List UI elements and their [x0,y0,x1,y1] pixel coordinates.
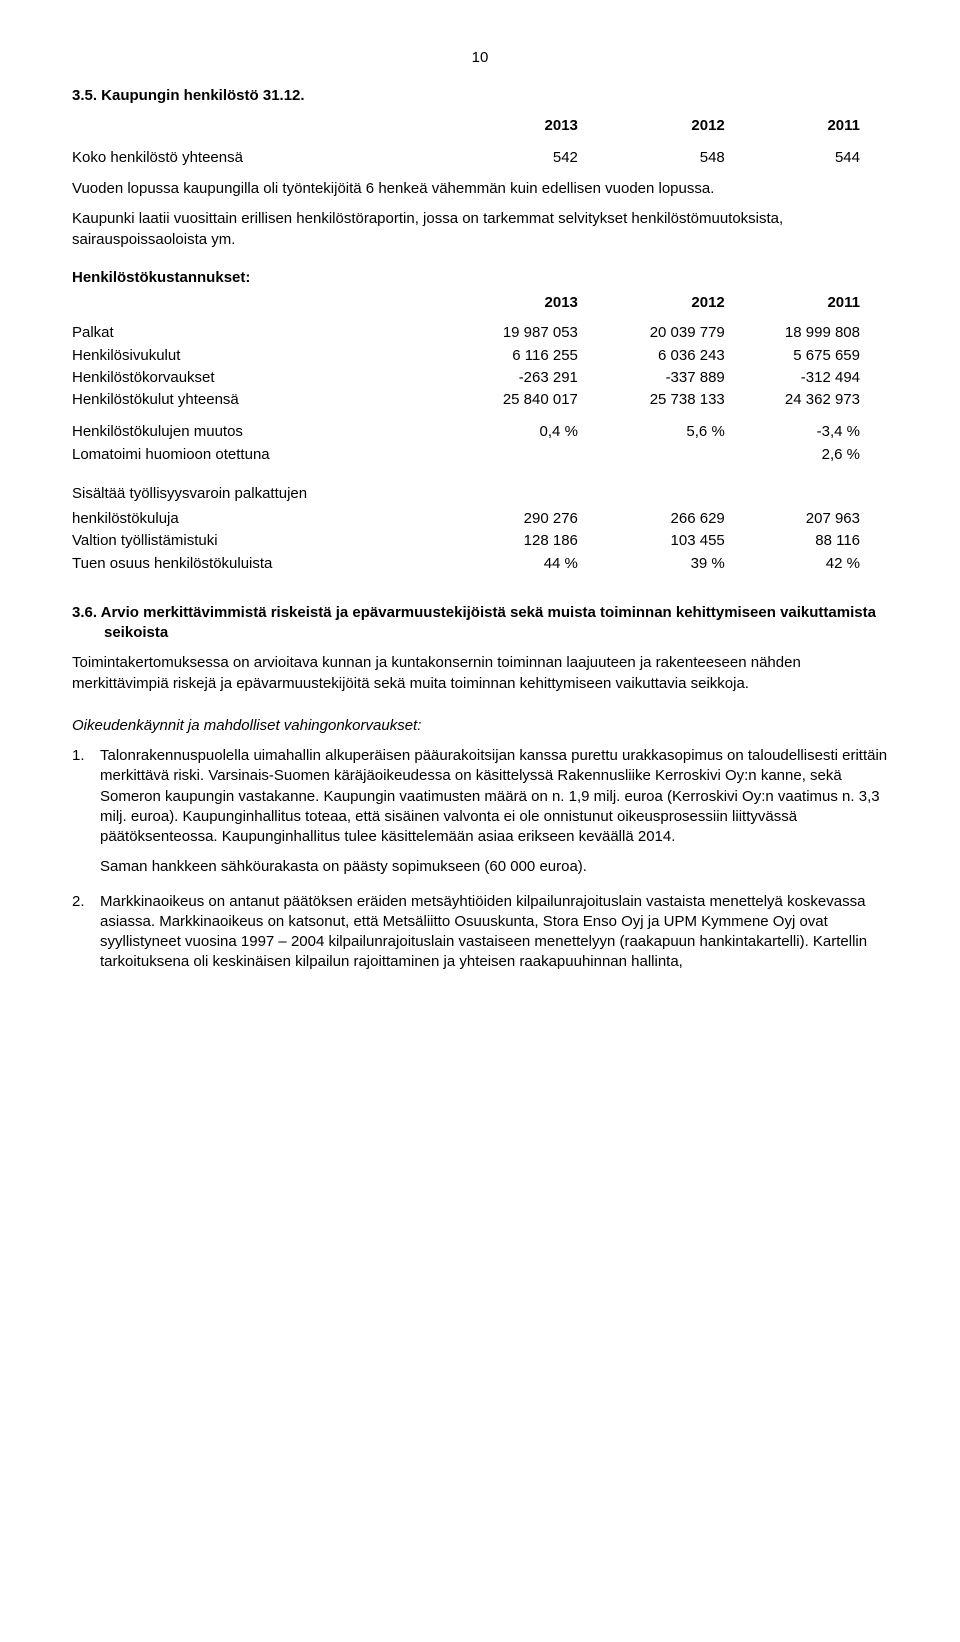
list-item: Markkinaoikeus on antanut päätöksen eräi… [72,892,888,973]
cell: 5 675 659 [725,345,888,367]
cell: -3,4 % [725,421,888,443]
table-row [72,411,888,421]
table-row: Henkilöstökulut yhteensä 25 840 017 25 7… [72,389,888,411]
paragraph: Saman hankkeen sähköurakasta on päästy s… [100,857,888,877]
paragraph: Markkinaoikeus on antanut päätöksen eräi… [100,892,888,973]
cell: 42 % [725,553,888,575]
cell: -263 291 [431,367,578,389]
table-row: 2013 2012 2011 [72,292,888,314]
row-label: Lomatoimi huomioon otettuna [72,444,431,466]
table-row: Henkilösivukulut 6 116 255 6 036 243 5 6… [72,345,888,367]
cell: 544 [725,147,888,169]
cell: 25 840 017 [431,389,578,411]
costs-table: 2013 2012 2011 Palkat 19 987 053 20 039 … [72,292,888,466]
costs-heading: Henkilöstökustannukset: [72,268,888,288]
row-label: Palkat [72,322,431,344]
row-label: Henkilöstökulujen muutos [72,421,431,443]
staff-total-table: Koko henkilöstö yhteensä 542 548 544 [72,147,888,169]
cell: 548 [578,147,725,169]
cell: 24 362 973 [725,389,888,411]
paragraph: Talonrakennuspuolella uimahallin alkuper… [100,746,888,847]
cell: 0,4 % [431,421,578,443]
litigation-sub-heading: Oikeudenkäynnit ja mahdolliset vahingonk… [72,716,888,736]
cell: 2,6 % [725,444,888,466]
year-col-1: 2013 [431,292,578,314]
row-label: Henkilösivukulut [72,345,431,367]
paragraph: Kaupunki laatii vuosittain erillisen hen… [72,209,888,250]
page-number: 10 [72,48,888,68]
cell: -337 889 [578,367,725,389]
cell: 88 116 [725,530,888,552]
table-row: Lomatoimi huomioon otettuna 2,6 % [72,444,888,466]
table-row: 2013 2012 2011 [72,115,888,137]
year-col-3: 2011 [725,292,888,314]
cell: 128 186 [431,530,578,552]
cell: 6 036 243 [578,345,725,367]
table-row [72,314,888,322]
section-35-heading: 3.5. Kaupungin henkilöstö 31.12. [72,86,888,106]
table-row: Tuen osuus henkilöstökuluista 44 % 39 % … [72,553,888,575]
cell: -312 494 [725,367,888,389]
year-col-1: 2013 [431,115,578,137]
row-label: Henkilöstökorvaukset [72,367,431,389]
employment-intro: Sisältää työllisyysvaroin palkattujen [72,484,888,504]
row-label: Tuen osuus henkilöstökuluista [72,553,431,575]
row-label: Henkilöstökulut yhteensä [72,389,431,411]
cell: 44 % [431,553,578,575]
paragraph: Toimintakertomuksessa on arvioitava kunn… [72,653,888,694]
table-row: henkilöstökuluja 290 276 266 629 207 963 [72,508,888,530]
cell: 19 987 053 [431,322,578,344]
cell: 542 [431,147,578,169]
cell: 6 116 255 [431,345,578,367]
row-label: Koko henkilöstö yhteensä [72,147,431,169]
staff-year-header-table: 2013 2012 2011 [72,115,888,137]
row-label: Valtion työllistämistuki [72,530,431,552]
list-item: Talonrakennuspuolella uimahallin alkuper… [72,746,888,878]
cell: 290 276 [431,508,578,530]
risk-list: Talonrakennuspuolella uimahallin alkuper… [72,746,888,973]
table-row: Henkilöstökulujen muutos 0,4 % 5,6 % -3,… [72,421,888,443]
employment-table: henkilöstökuluja 290 276 266 629 207 963… [72,508,888,575]
cell: 103 455 [578,530,725,552]
table-row: Henkilöstökorvaukset -263 291 -337 889 -… [72,367,888,389]
cell: 207 963 [725,508,888,530]
cell: 18 999 808 [725,322,888,344]
cell: 39 % [578,553,725,575]
paragraph: Vuoden lopussa kaupungilla oli työntekij… [72,179,888,199]
section-36-heading: 3.6. Arvio merkittävimmistä riskeistä ja… [72,603,888,644]
table-row: Valtion työllistämistuki 128 186 103 455… [72,530,888,552]
table-row: Koko henkilöstö yhteensä 542 548 544 [72,147,888,169]
year-col-2: 2012 [578,292,725,314]
table-row: Palkat 19 987 053 20 039 779 18 999 808 [72,322,888,344]
cell: 25 738 133 [578,389,725,411]
row-label: henkilöstökuluja [72,508,431,530]
cell: 266 629 [578,508,725,530]
cell: 5,6 % [578,421,725,443]
year-col-3: 2011 [725,115,888,137]
year-col-2: 2012 [578,115,725,137]
cell: 20 039 779 [578,322,725,344]
